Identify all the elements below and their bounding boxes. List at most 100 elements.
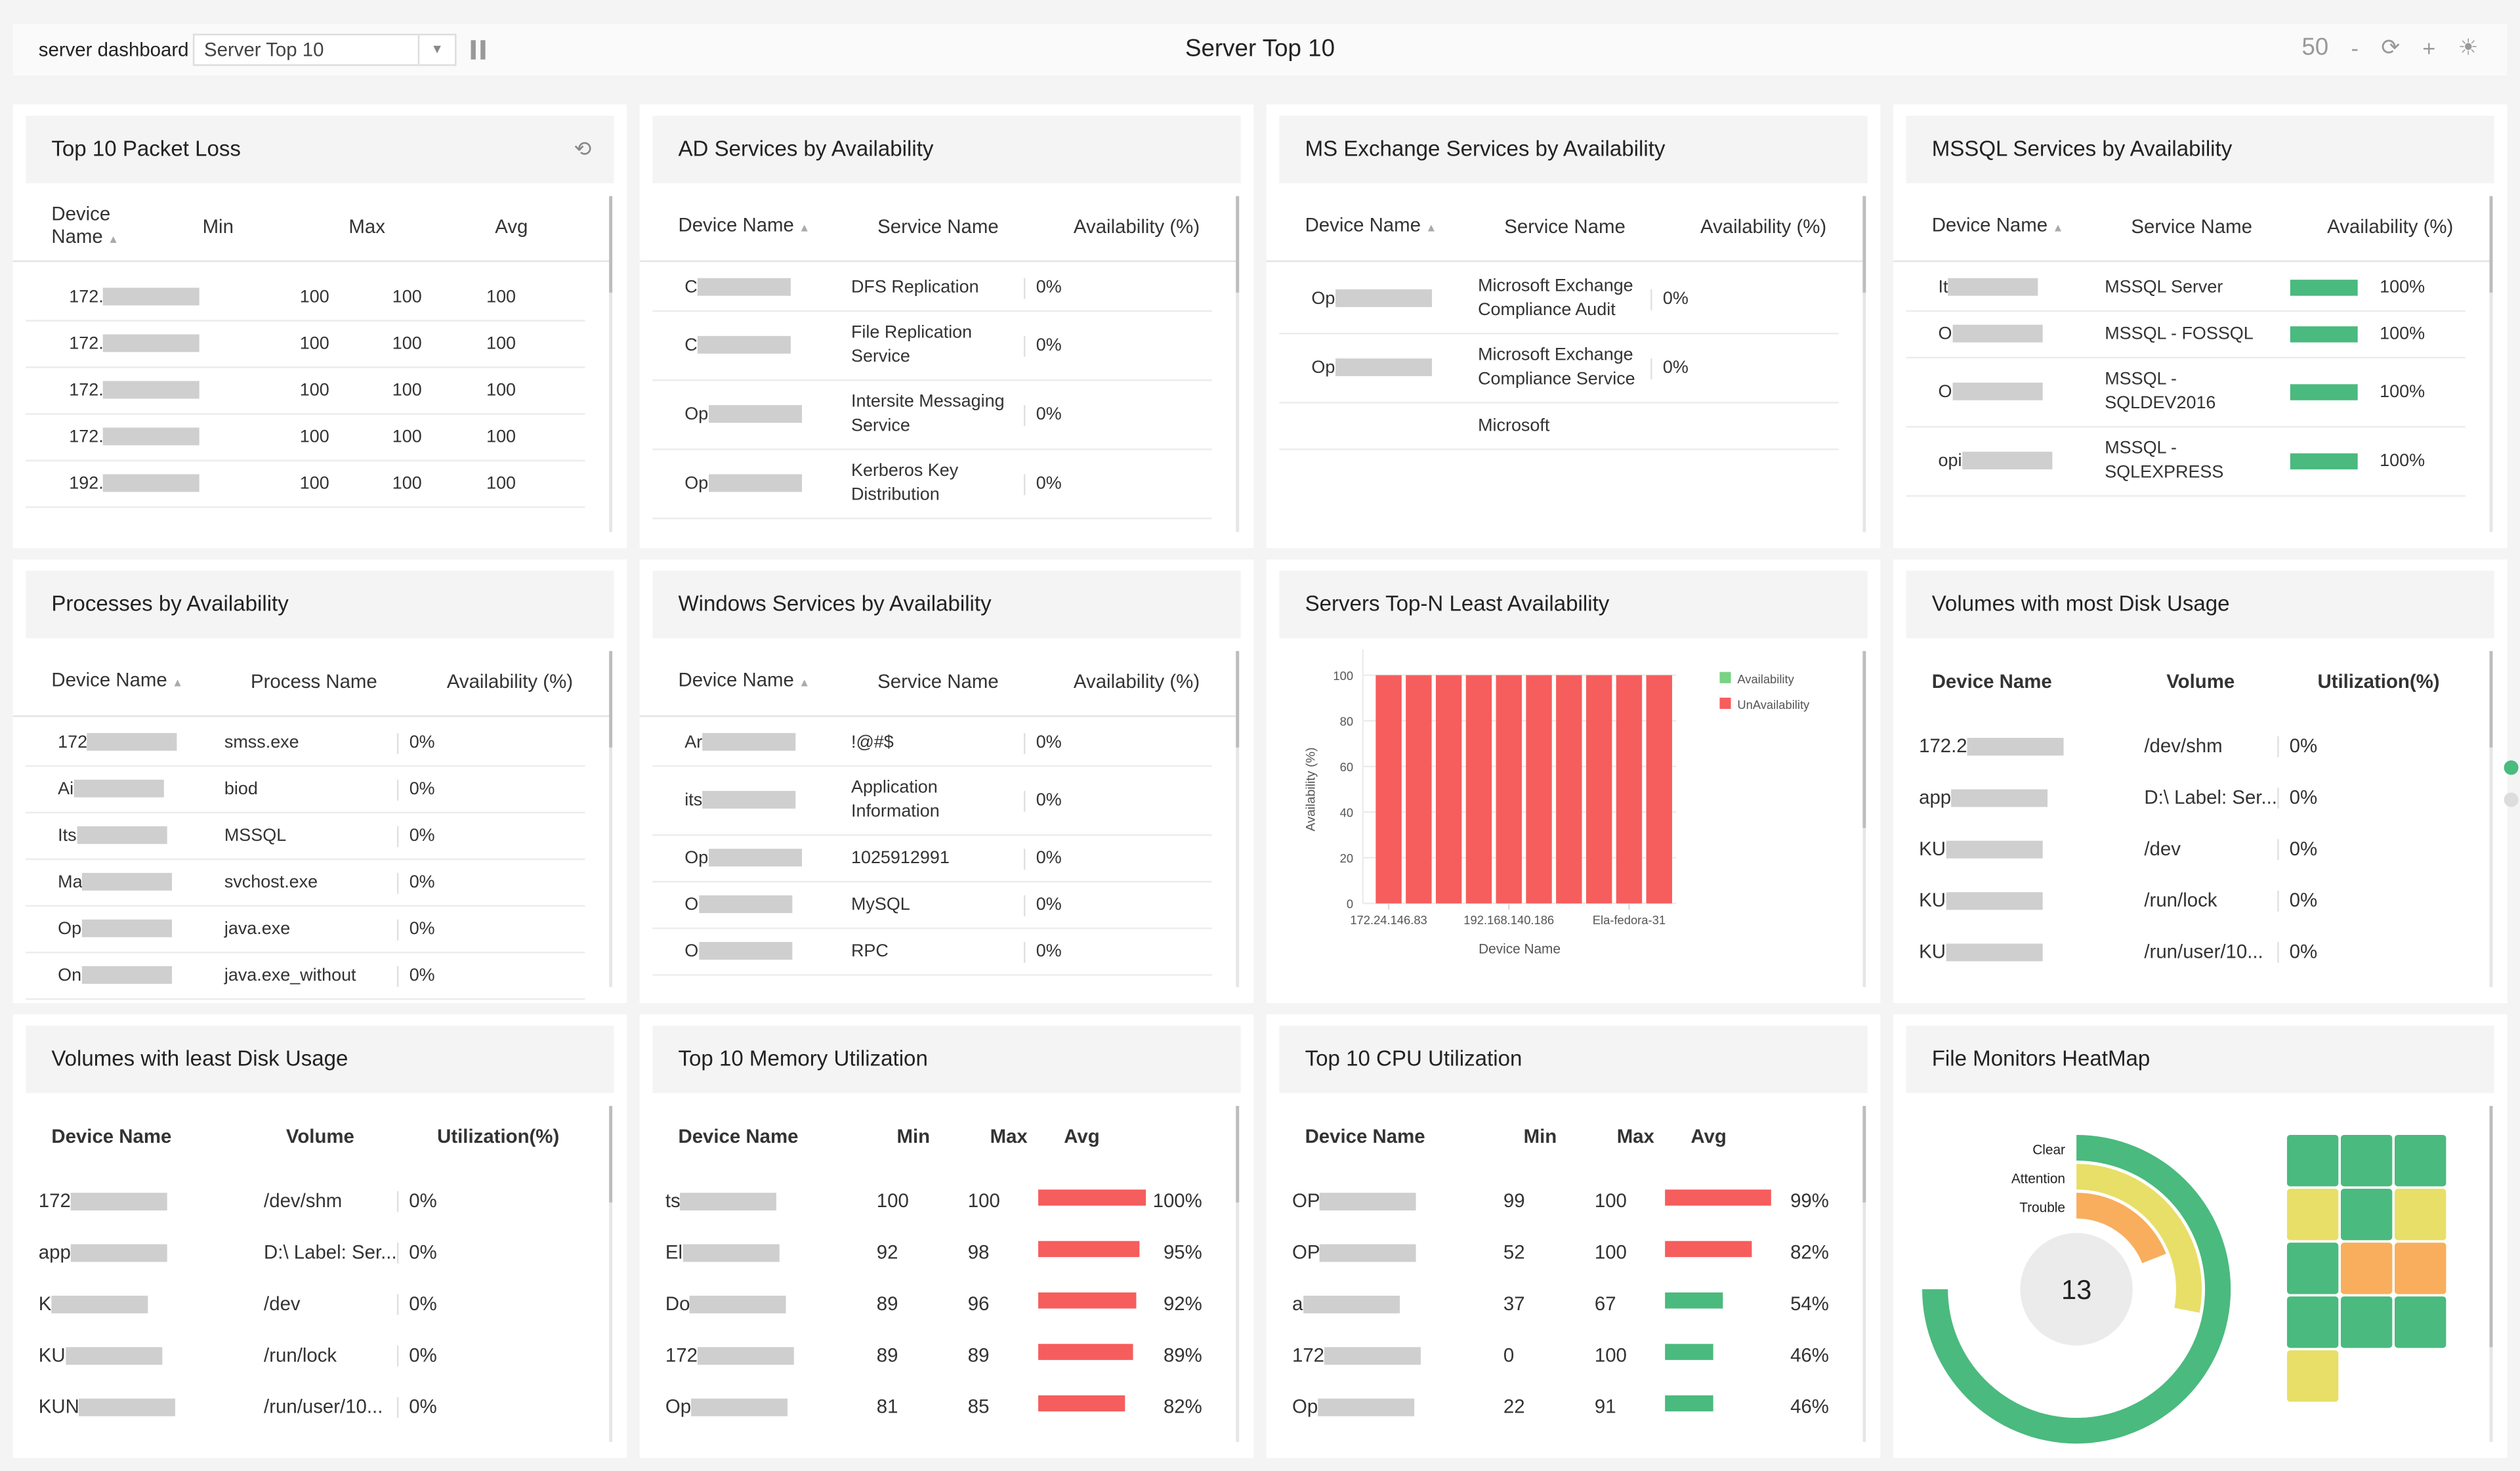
table-row[interactable]: ts 100 100 100% [652, 1175, 1211, 1226]
column-header[interactable]: Availability (%) [447, 670, 608, 693]
bar-unavailability[interactable] [1526, 675, 1552, 904]
column-header[interactable]: Device Name ▲ [1932, 213, 2132, 240]
scrollbar[interactable] [2489, 650, 2493, 987]
table-row[interactable]: Microsoft [1279, 404, 1839, 450]
ring-attention[interactable] [2076, 1164, 2202, 1313]
scrollbar-thumb[interactable] [1862, 196, 1866, 293]
table-row[interactable]: KU/run/lock 0% [26, 1329, 585, 1380]
table-row[interactable]: KU/run/user/10... 0% [1906, 926, 2466, 977]
bar-unavailability[interactable] [1465, 675, 1492, 904]
column-header[interactable]: Availability (%) [1074, 215, 1234, 238]
heatmap-cell[interactable] [2286, 1134, 2339, 1187]
view-select[interactable]: Server Top 10 ▼ [192, 33, 457, 66]
table-row[interactable]: It MSSQL Server 100% [1906, 265, 2466, 312]
chevron-down-icon[interactable]: ▼ [417, 35, 455, 64]
scrollbar[interactable] [609, 196, 613, 532]
pause-icon[interactable] [471, 40, 486, 60]
table-row[interactable]: Op 81 85 82% [652, 1381, 1211, 1432]
table-row[interactable]: 172.2/dev/shm 0% [1906, 720, 2466, 771]
heatmap-cell[interactable] [2340, 1243, 2393, 1294]
table-row[interactable]: opi MSSQL - SQLEXPRESS 100% [1906, 427, 2466, 497]
column-header[interactable]: Max [348, 215, 495, 238]
heatmap-cell[interactable] [2340, 1134, 2393, 1187]
table-row[interactable]: its Application Information 0% [652, 767, 1212, 836]
column-header[interactable]: Volume [286, 1125, 437, 1147]
table-row[interactable]: Do 89 96 92% [652, 1278, 1211, 1329]
table-row[interactable]: C File Replication Service 0% [652, 312, 1212, 381]
bar-unavailability[interactable] [1496, 675, 1522, 904]
scrollbar-thumb[interactable] [1862, 1105, 1866, 1203]
table-row[interactable]: Ai biod 0% [26, 767, 585, 814]
table-row[interactable]: OP 52 100 82% [1279, 1227, 1838, 1278]
column-header[interactable]: Device Name ▲ [678, 668, 877, 696]
table-row[interactable]: Ma svchost.exe 0% [26, 860, 585, 907]
scrollbar[interactable] [609, 1105, 613, 1442]
bar-unavailability[interactable] [1435, 675, 1462, 904]
table-row[interactable]: Op Microsoft Exchange Compliance Audit 0% [1279, 265, 1839, 335]
table-row[interactable]: 172. 100 100 100 [26, 275, 585, 322]
table-row[interactable]: El 92 98 95% [652, 1227, 1211, 1278]
column-header[interactable]: Max [1617, 1125, 1691, 1147]
scrollbar[interactable] [609, 650, 613, 987]
table-row[interactable]: On java.exe_without 0% [26, 953, 585, 1000]
table-row[interactable]: 172. 100 100 100 [26, 322, 585, 368]
scrollbar[interactable] [1862, 1105, 1866, 1442]
sort-icon[interactable]: ▲ [2052, 223, 2064, 234]
table-row[interactable]: C DFS Replication 0% [652, 265, 1212, 312]
page-dot[interactable] [2504, 792, 2519, 807]
column-header[interactable]: Min [897, 1125, 990, 1147]
refresh-icon[interactable]: ⟳ [2381, 33, 2400, 60]
table-row[interactable]: app D:\ Label: Ser... 0% [26, 1227, 585, 1278]
table-row[interactable]: 172. 100 100 100 [26, 368, 585, 415]
table-row[interactable]: O MSSQL - FOSSQL 100% [1906, 312, 2466, 359]
scrollbar[interactable] [1236, 1105, 1240, 1442]
theme-sun-icon[interactable]: ☀ [2458, 33, 2479, 60]
column-header[interactable]: Availability (%) [1700, 215, 1861, 238]
scrollbar[interactable] [1236, 196, 1240, 532]
table-row[interactable]: Op 22 91 46% [1279, 1381, 1838, 1432]
column-header[interactable]: Device Name [1932, 670, 2167, 693]
bar-unavailability[interactable] [1616, 675, 1643, 904]
table-row[interactable]: app D:\ Label: Ser... 0% [1906, 772, 2466, 823]
table-row[interactable]: a 37 67 54% [1279, 1278, 1838, 1329]
column-header[interactable]: Device Name ▲ [678, 213, 877, 240]
column-header[interactable]: Avg [1064, 1125, 1234, 1147]
table-row[interactable]: Op Intersite Messaging Service 0% [652, 381, 1212, 450]
column-header[interactable]: Device Name [678, 1125, 896, 1147]
heatmap-cell[interactable] [2286, 1243, 2339, 1294]
scrollbar[interactable] [1862, 650, 1866, 987]
scrollbar[interactable] [1236, 650, 1240, 987]
column-header[interactable]: Max [990, 1125, 1064, 1147]
table-row[interactable]: Op 1025912991 0% [652, 836, 1212, 883]
heatmap-cell[interactable] [2395, 1243, 2446, 1294]
column-header[interactable]: Min [203, 215, 349, 238]
column-header[interactable]: Volume [2166, 670, 2317, 693]
column-header[interactable]: Service Name [877, 215, 1074, 238]
table-row[interactable]: 192. 100 100 100 [26, 461, 585, 508]
heatmap-cell[interactable] [2286, 1189, 2339, 1241]
bar-unavailability[interactable] [1586, 675, 1612, 904]
refresh-icon[interactable]: ⟲ [574, 137, 592, 161]
column-header[interactable]: Device Name ▲ [51, 202, 148, 251]
heatmap-cell[interactable] [2395, 1189, 2446, 1241]
scrollbar-thumb[interactable] [1236, 650, 1240, 748]
sort-icon[interactable]: ▲ [799, 677, 810, 689]
heatmap-cell[interactable] [2395, 1134, 2446, 1187]
table-row[interactable]: 172 0 100 46% [1279, 1329, 1838, 1380]
column-header[interactable]: Min [1524, 1125, 1617, 1147]
zoom-out-button[interactable]: - [2351, 34, 2359, 60]
dashboard-label[interactable]: server dashboard [38, 38, 189, 62]
column-header[interactable]: Availability (%) [2327, 215, 2488, 238]
refresh-interval[interactable]: 50 [2301, 33, 2329, 62]
table-row[interactable]: Ar !@#$ 0% [652, 720, 1212, 767]
table-row[interactable]: OP 99 100 99% [1279, 1175, 1838, 1226]
sort-icon[interactable]: ▲ [108, 234, 119, 245]
table-row[interactable]: O MySQL 0% [652, 883, 1212, 929]
table-row[interactable]: O MSSQL - SQLDEV2016 100% [1906, 358, 2466, 428]
sort-icon[interactable]: ▲ [172, 677, 184, 689]
scrollbar-thumb[interactable] [2489, 650, 2493, 748]
legend-label[interactable]: Availability [1737, 672, 1794, 686]
bar-unavailability[interactable] [1376, 675, 1402, 904]
table-row[interactable]: 172. 100 100 100 [26, 415, 585, 461]
column-header[interactable]: Service Name [2131, 215, 2327, 238]
